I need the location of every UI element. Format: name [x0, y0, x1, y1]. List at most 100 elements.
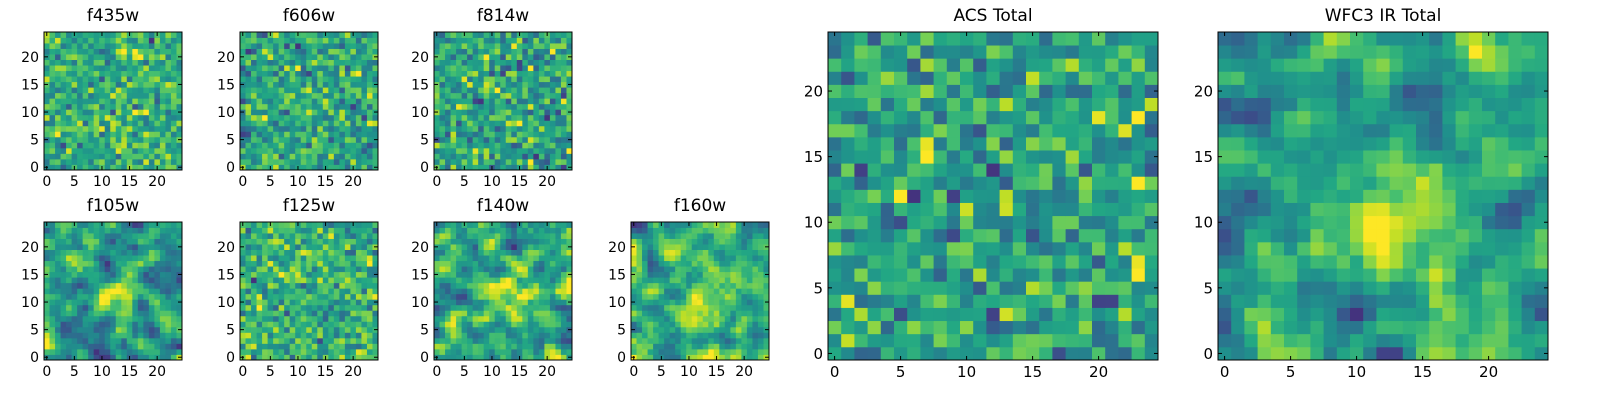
heatmap-cell [44, 288, 50, 295]
heatmap-cell [126, 321, 133, 328]
heatmap-cell [494, 321, 501, 328]
heatmap-cell [132, 233, 139, 239]
heatmap-cell [505, 87, 512, 94]
heatmap-cell [262, 293, 268, 300]
heatmap-cell [527, 337, 534, 344]
heatmap-cell [88, 147, 95, 154]
heatmap-cell [278, 153, 285, 160]
heatmap-cell [154, 158, 161, 165]
heatmap-cell [148, 238, 155, 245]
heatmap-cell [516, 59, 523, 66]
x-tick-label: 0 [42, 174, 51, 190]
heatmap-cell [99, 315, 106, 322]
heatmap-cell [456, 271, 462, 278]
heatmap-cell [66, 125, 72, 132]
heatmap-cell [137, 65, 144, 72]
heatmap-cell [500, 222, 507, 228]
heatmap-cell [245, 65, 252, 72]
heatmap-cell [132, 87, 139, 94]
heatmap-cell [256, 321, 263, 328]
heatmap-cell [60, 255, 67, 262]
heatmap-cell [647, 332, 654, 339]
heatmap-cell [691, 277, 698, 284]
heatmap-cell [505, 164, 512, 171]
heatmap-cell [555, 337, 562, 344]
heatmap-cell [273, 32, 280, 38]
heatmap-cell [71, 299, 78, 306]
heatmap-cell [355, 332, 362, 339]
heatmap-cell [434, 147, 440, 154]
heatmap-cell [719, 332, 726, 339]
heatmap-cell [505, 271, 512, 278]
heatmap-cell [132, 315, 139, 322]
heatmap-cell [1065, 189, 1080, 203]
heatmap-cell [99, 244, 106, 250]
heatmap-cell [245, 310, 252, 317]
heatmap-cell [132, 260, 139, 267]
heatmap-cell [355, 81, 362, 88]
heatmap-cell [148, 332, 155, 339]
heatmap-cell [284, 65, 291, 72]
heatmap-cell [505, 136, 512, 143]
heatmap-cell [372, 32, 379, 38]
heatmap-cell [366, 244, 373, 250]
heatmap-cell [973, 320, 987, 335]
heatmap-cell [99, 227, 106, 234]
heatmap-cell [245, 164, 252, 171]
heatmap-cell [478, 43, 485, 49]
heatmap-cell [317, 304, 324, 311]
heatmap-cell [256, 227, 263, 234]
heatmap-cell [533, 332, 540, 339]
heatmap-cell [522, 260, 529, 267]
heatmap-cell [251, 109, 257, 116]
heatmap-cell [361, 43, 368, 49]
heatmap-cell [555, 136, 562, 143]
heatmap-cell [533, 92, 540, 99]
heatmap-cell [880, 176, 895, 190]
heatmap-cell [450, 238, 457, 245]
heatmap-cell [273, 109, 280, 116]
heatmap-cell [467, 114, 474, 121]
heatmap-cell [317, 92, 324, 99]
heatmap-cell [555, 125, 562, 132]
heatmap-cell [1078, 294, 1093, 308]
heatmap-cell [176, 348, 183, 355]
heatmap-cell [289, 158, 296, 165]
heatmap-cell [752, 260, 759, 267]
heatmap-cell [240, 255, 246, 262]
heatmap-cell [361, 315, 368, 322]
heatmap-cell [99, 76, 106, 83]
heatmap-cell [1092, 281, 1106, 295]
heatmap-cell [267, 70, 274, 77]
heatmap-cell [366, 87, 373, 94]
heatmap-cell [439, 326, 446, 333]
heatmap-cell [746, 293, 753, 300]
heatmap-cell [71, 92, 78, 99]
heatmap-cell [126, 114, 133, 121]
heatmap-cell [642, 326, 648, 333]
heatmap-cell [538, 92, 545, 99]
heatmap-cell [99, 158, 106, 165]
heatmap-cell [439, 299, 446, 306]
heatmap-cell [439, 354, 446, 361]
heatmap-cell [549, 321, 556, 328]
heatmap-cell [1092, 255, 1106, 269]
heatmap-cell [549, 326, 556, 333]
heatmap-cell [55, 125, 61, 132]
heatmap-cell [93, 315, 100, 322]
heatmap-cell [99, 304, 106, 311]
heatmap-cell [99, 288, 106, 295]
heatmap-cell [735, 282, 742, 289]
heatmap-cell [317, 81, 324, 88]
heatmap-cell [467, 125, 474, 132]
heatmap-cell [867, 255, 882, 269]
heatmap-cell [483, 244, 490, 250]
heatmap-cell [350, 131, 357, 138]
heatmap-cell [522, 233, 529, 239]
heatmap-cell [289, 87, 296, 94]
heatmap-cell [245, 337, 252, 344]
heatmap-cell [555, 153, 562, 160]
heatmap-cell [1118, 320, 1132, 335]
heatmap-cell [533, 260, 540, 267]
